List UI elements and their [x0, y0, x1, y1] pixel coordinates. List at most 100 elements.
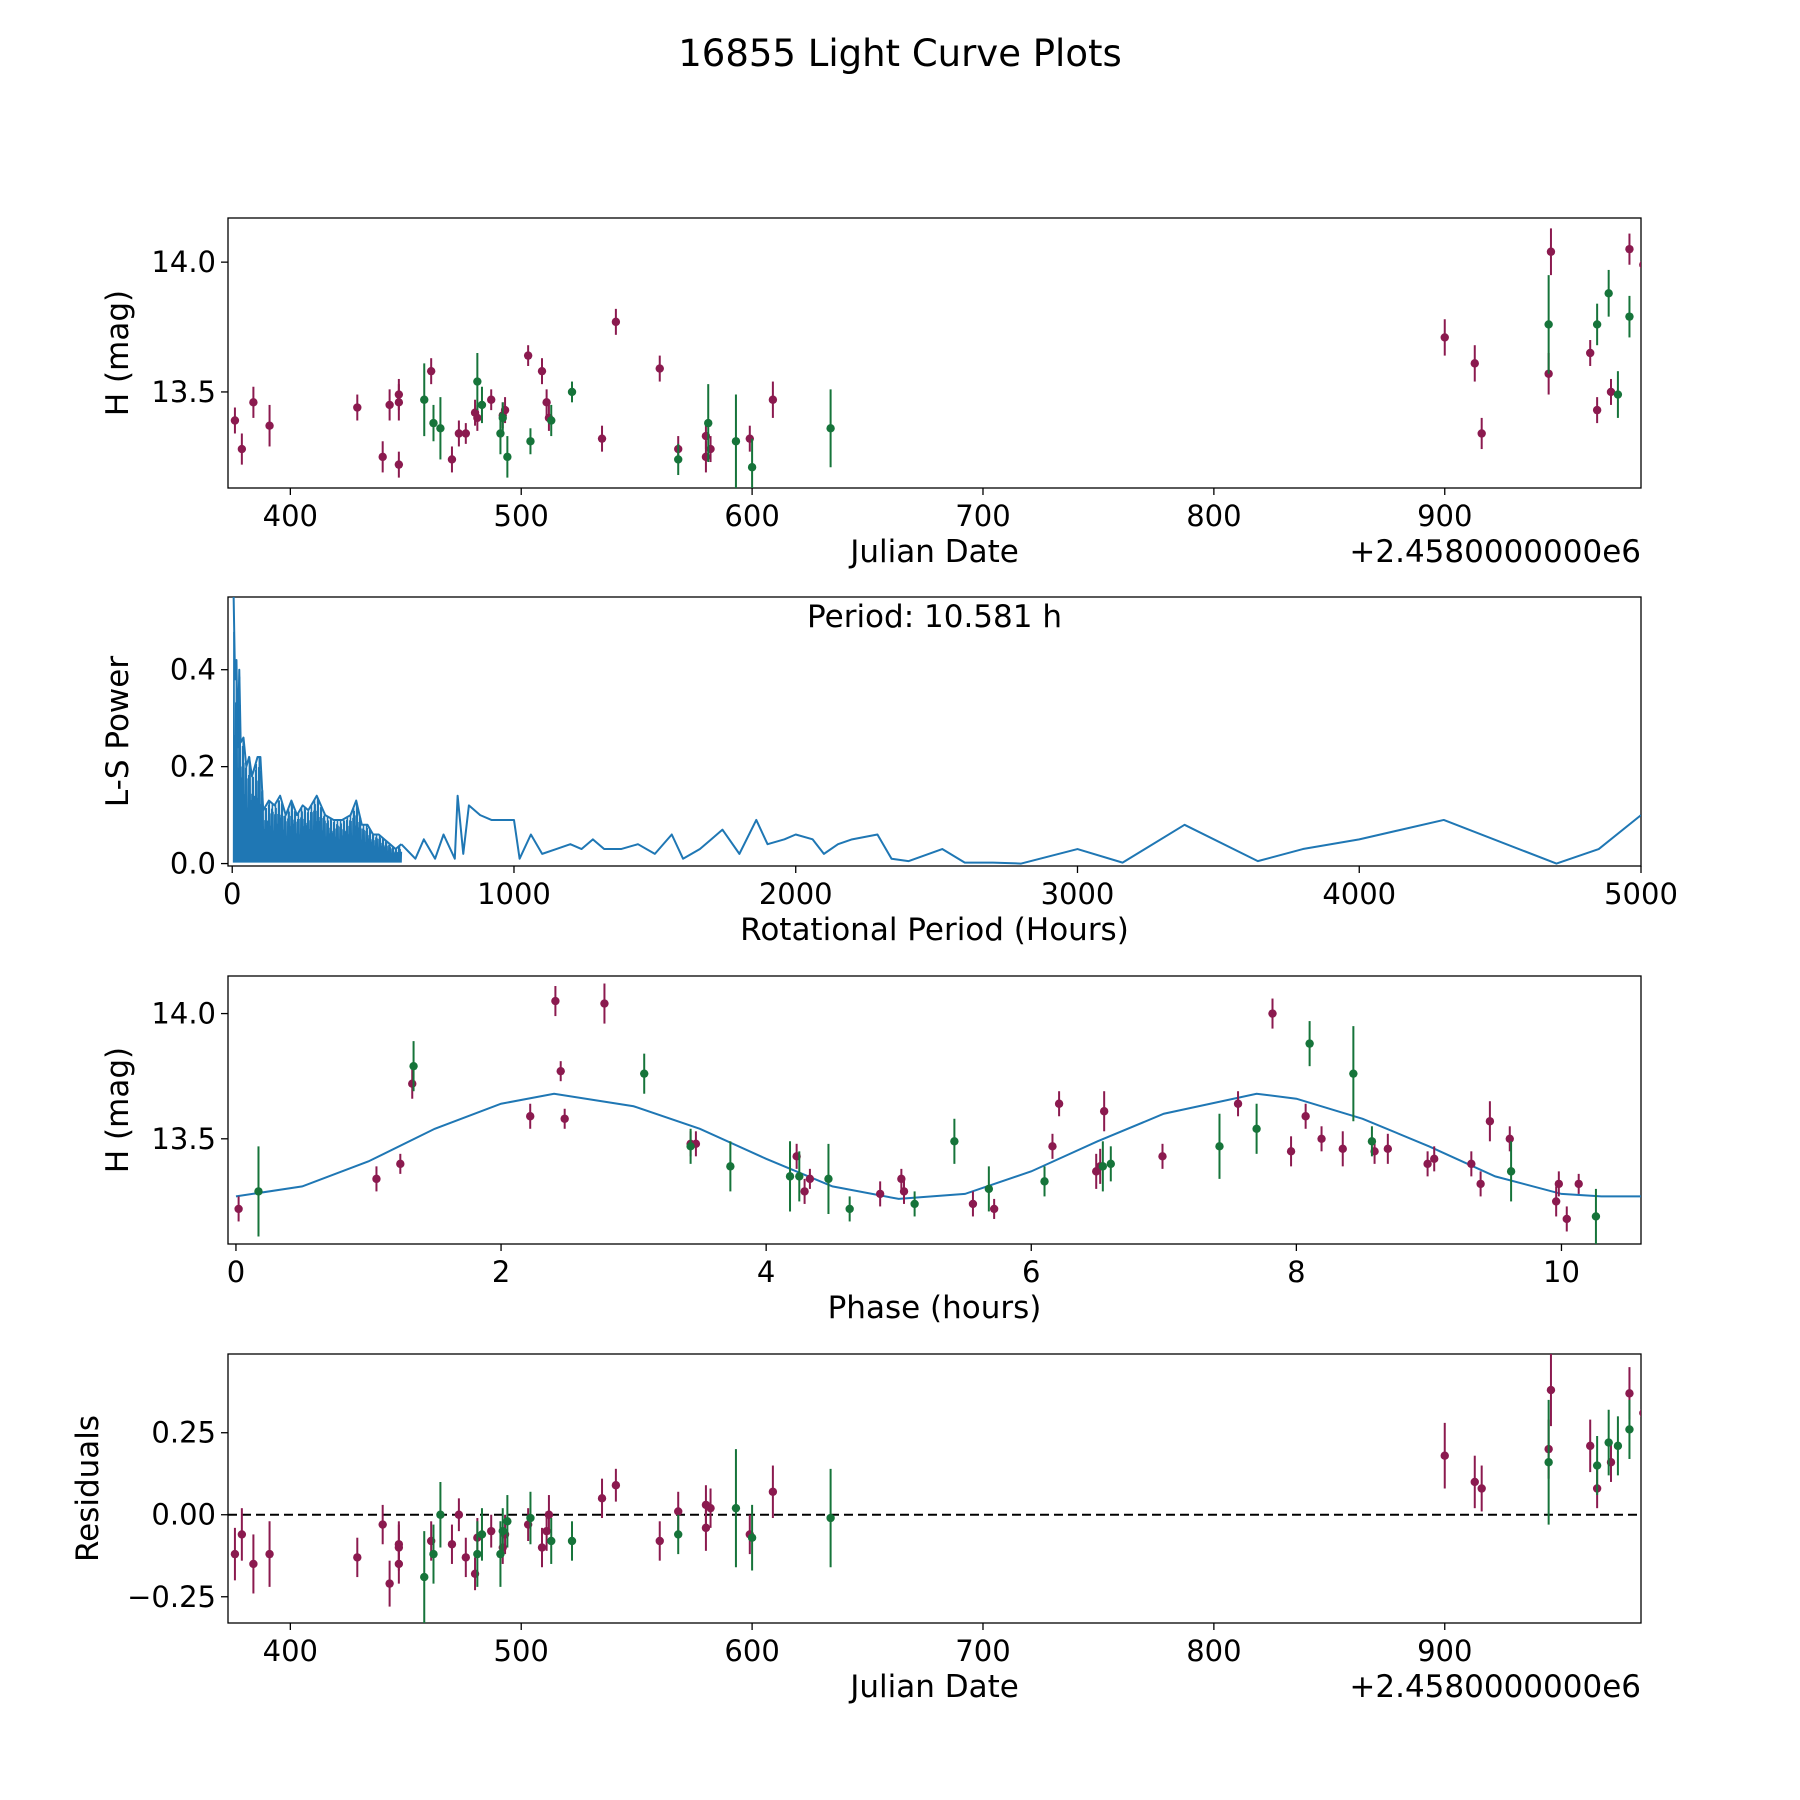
data-point: [1592, 320, 1602, 329]
data-point: [394, 1543, 404, 1552]
data-point: [567, 387, 577, 397]
power-forest: [232, 631, 403, 863]
data-point: [611, 1481, 621, 1490]
data-point: [845, 1204, 854, 1214]
x-tick-label: 800: [1186, 1634, 1241, 1668]
data-point: [1625, 1389, 1634, 1398]
data-point: [1215, 1142, 1224, 1151]
plot-area: [232, 597, 1641, 865]
plot-frame: [227, 596, 1642, 867]
data-point: [544, 1510, 554, 1519]
x-tick-label: 500: [494, 1634, 549, 1668]
y-axis-label: Residuals: [70, 1415, 106, 1562]
data-point: [1054, 1099, 1064, 1108]
x-axis-label: Julian Date: [848, 534, 1019, 570]
x-axis-label: Julian Date: [848, 1669, 1019, 1705]
data-point: [805, 1174, 815, 1184]
data-point: [1625, 312, 1634, 321]
data-point: [230, 1549, 240, 1559]
data-point: [1606, 387, 1616, 397]
x-tick-label: 0: [223, 877, 241, 911]
data-point: [747, 463, 757, 472]
data-point: [1040, 1177, 1049, 1186]
x-axis-label: Phase (hours): [828, 1290, 1042, 1326]
x-offset-label: +2.4580000000e6: [1349, 1669, 1641, 1705]
data-point: [1506, 1167, 1516, 1176]
plot-area: [230, 228, 1641, 488]
data-point: [547, 1536, 556, 1546]
plot-area: [228, 1354, 1641, 1623]
data-point: [1440, 333, 1449, 342]
y-tick-label: 14.0: [151, 997, 216, 1031]
data-point: [1476, 1179, 1485, 1189]
data-point: [950, 1137, 959, 1146]
data-point: [1574, 1179, 1583, 1189]
data-point: [1158, 1152, 1167, 1161]
plot-frame: [227, 975, 1642, 1245]
data-point: [1477, 1484, 1486, 1493]
data-point: [461, 1553, 471, 1562]
panel-periodogram: 0 1000 2000 3000 4000 5000 0.0 0.2 0.4 Rotational…: [100, 596, 1678, 948]
data-point: [1551, 1197, 1561, 1206]
data-point: [473, 1549, 482, 1559]
data-point: [551, 996, 560, 1006]
data-point: [560, 1114, 569, 1123]
data-point: [394, 460, 404, 469]
data-point: [1305, 1039, 1314, 1048]
y-tick-label: 0.4: [170, 653, 216, 687]
data-point: [899, 1187, 909, 1196]
data-point: [785, 1172, 795, 1181]
data-point: [674, 1530, 683, 1539]
data-point: [420, 395, 429, 404]
data-point: [498, 1526, 507, 1536]
data-point: [800, 1187, 809, 1196]
data-point: [385, 400, 394, 410]
data-point: [503, 1517, 512, 1526]
data-point: [537, 1543, 547, 1552]
y-tick-label: 0.25: [151, 1416, 216, 1450]
data-point: [1546, 247, 1556, 256]
data-point: [409, 1061, 418, 1071]
data-point: [1349, 1069, 1358, 1078]
x-tick-label: 500: [494, 499, 549, 533]
plot-area: [234, 983, 1641, 1244]
y-tick-label: −0.25: [127, 1580, 216, 1614]
data-point: [249, 1559, 258, 1569]
data-point: [1286, 1147, 1296, 1156]
y-tick-label: 0.2: [170, 750, 216, 784]
data-point: [461, 429, 471, 438]
x-tick-label: 0: [227, 1255, 245, 1289]
data-point: [237, 1530, 247, 1539]
data-point: [526, 437, 535, 446]
data-point: [989, 1204, 999, 1214]
panel-residuals: 400 500 600 700 800 900 −0.25 0.00 0.25 Julian Da…: [70, 1353, 1642, 1705]
x-tick-label: 2000: [759, 877, 833, 911]
data-point: [447, 1540, 457, 1549]
plot-frame: [227, 1353, 1642, 1624]
data-point: [454, 429, 464, 438]
data-point: [454, 1510, 464, 1519]
data-point: [706, 1503, 715, 1513]
data-point: [447, 455, 457, 464]
data-point: [1604, 289, 1613, 298]
data-point: [237, 444, 247, 454]
x-tick-label: 600: [724, 499, 779, 533]
data-point: [1625, 1425, 1634, 1434]
data-point: [1586, 348, 1595, 358]
data-point: [1586, 1441, 1595, 1451]
data-point: [477, 400, 487, 410]
x-tick-label: 800: [1186, 499, 1241, 533]
power-line: [232, 597, 402, 851]
data-point: [1613, 1441, 1623, 1451]
data-point: [1554, 1179, 1564, 1189]
data-point: [498, 413, 507, 423]
data-point: [701, 1523, 711, 1533]
data-point: [249, 398, 258, 407]
x-tick-label: 10: [1543, 1255, 1580, 1289]
data-point: [378, 1520, 387, 1529]
figure-title: 16855 Light Curve Plots: [678, 32, 1122, 75]
x-tick-label: 3000: [1041, 877, 1115, 911]
data-point: [1639, 261, 1641, 269]
data-point: [1592, 405, 1602, 415]
